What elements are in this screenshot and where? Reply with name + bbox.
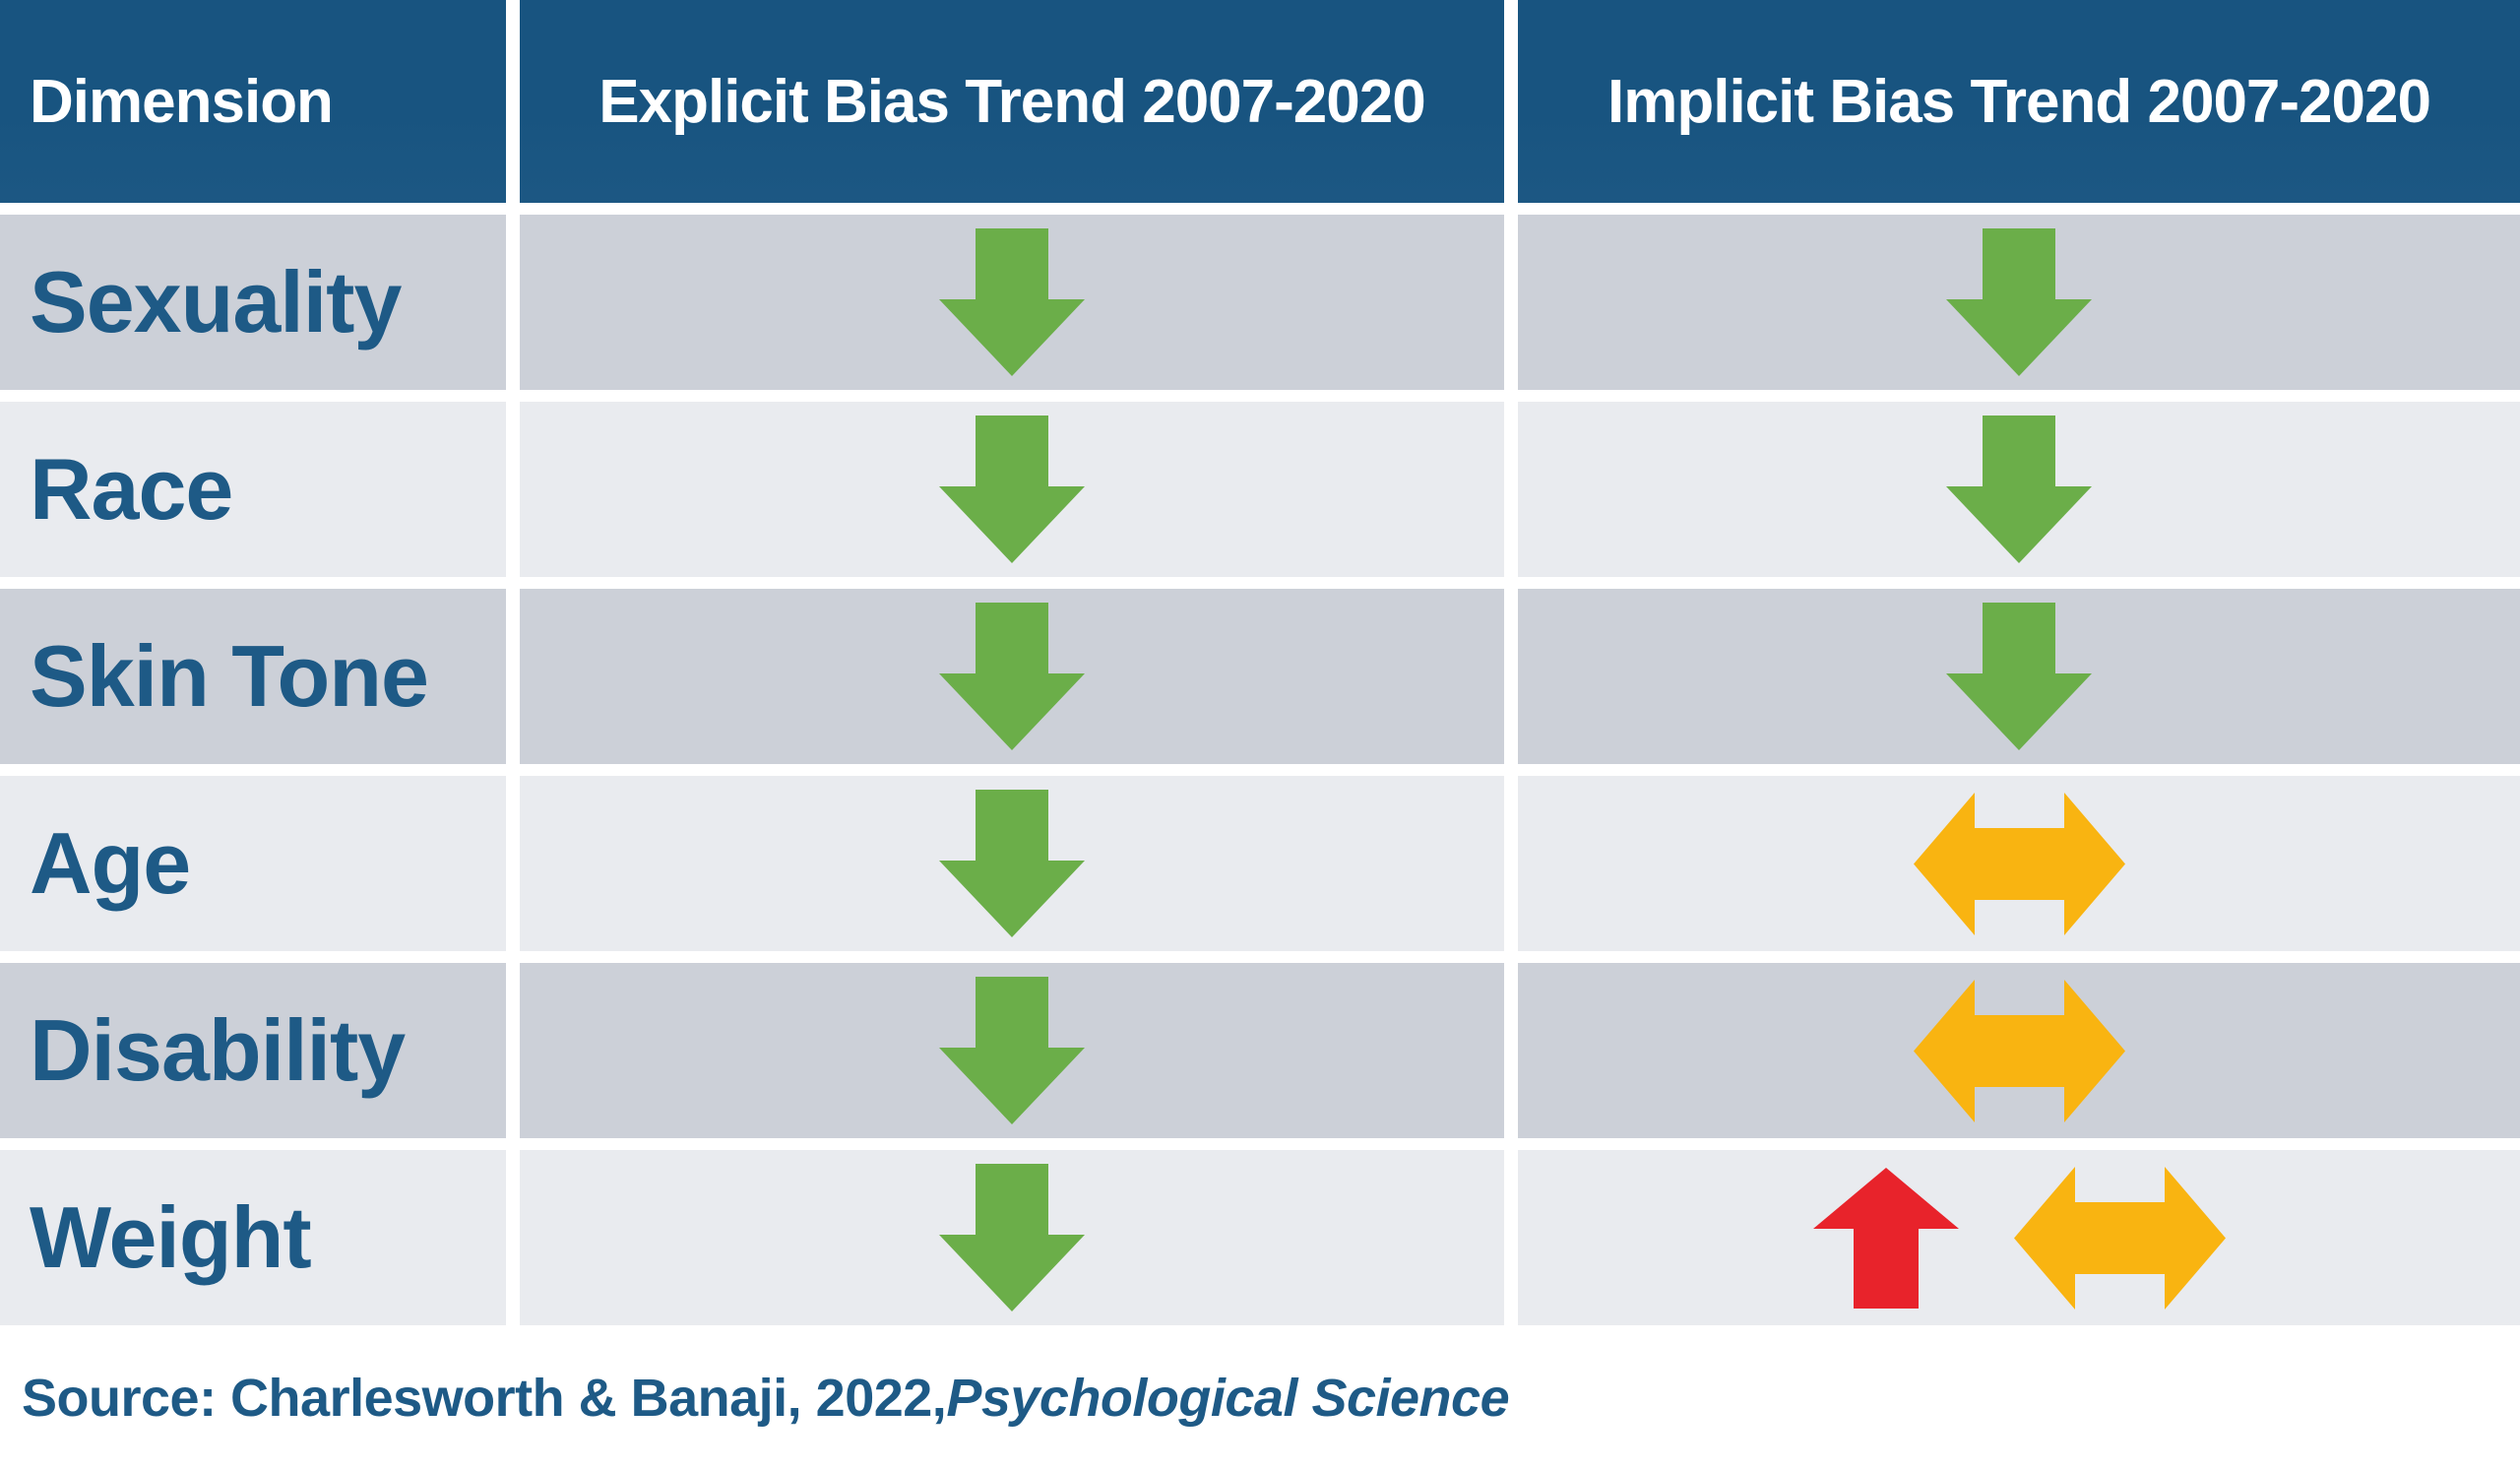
bias-trends-table: Dimension Explicit Bias Trend 2007-2020 … [0,0,2520,1325]
row-label-sexuality: Sexuality [0,215,506,390]
column-header-dimension: Dimension [0,0,506,203]
explicit-trend-cell-age [520,776,1504,951]
implicit-trend-cell-sexuality [1518,215,2520,390]
decreasing-arrow-icon [939,603,1085,750]
explicit-trend-cell-disability [520,963,1504,1138]
stable-arrow-icon [1913,979,2125,1122]
implicit-trend-cell-skin-tone [1518,589,2520,764]
explicit-trend-cell-sexuality [520,215,1504,390]
decreasing-arrow-icon [1946,603,2092,750]
increasing-arrow-icon [1812,1167,1959,1309]
decreasing-arrow-icon [939,1164,1085,1311]
row-label-age: Age [0,776,506,951]
row-label-skin-tone: Skin Tone [0,589,506,764]
decreasing-arrow-icon [1946,228,2092,376]
stable-arrow-icon [2013,1166,2226,1310]
row-label-weight: Weight [0,1150,506,1325]
source-citation: Source: Charlesworth & Banaji, 2022, Psy… [0,1325,2520,1470]
explicit-trend-cell-race [520,402,1504,577]
decreasing-arrow-icon [939,977,1085,1124]
implicit-trend-cell-weight [1518,1150,2520,1325]
source-citation-text: Source: Charlesworth & Banaji, 2022, [22,1368,947,1428]
column-header-implicit-bias: Implicit Bias Trend 2007-2020 [1518,0,2520,203]
decreasing-arrow-icon [939,415,1085,563]
column-header-explicit-bias: Explicit Bias Trend 2007-2020 [520,0,1504,203]
row-label-race: Race [0,402,506,577]
implicit-trend-cell-age [1518,776,2520,951]
decreasing-arrow-icon [1946,415,2092,563]
implicit-trend-cell-race [1518,402,2520,577]
explicit-trend-cell-skin-tone [520,589,1504,764]
stable-arrow-icon [1913,792,2125,935]
explicit-trend-cell-weight [520,1150,1504,1325]
implicit-trend-cell-disability [1518,963,2520,1138]
row-label-disability: Disability [0,963,506,1138]
decreasing-arrow-icon [939,790,1085,937]
source-journal-name: Psychological Science [946,1368,1510,1428]
decreasing-arrow-icon [939,228,1085,376]
